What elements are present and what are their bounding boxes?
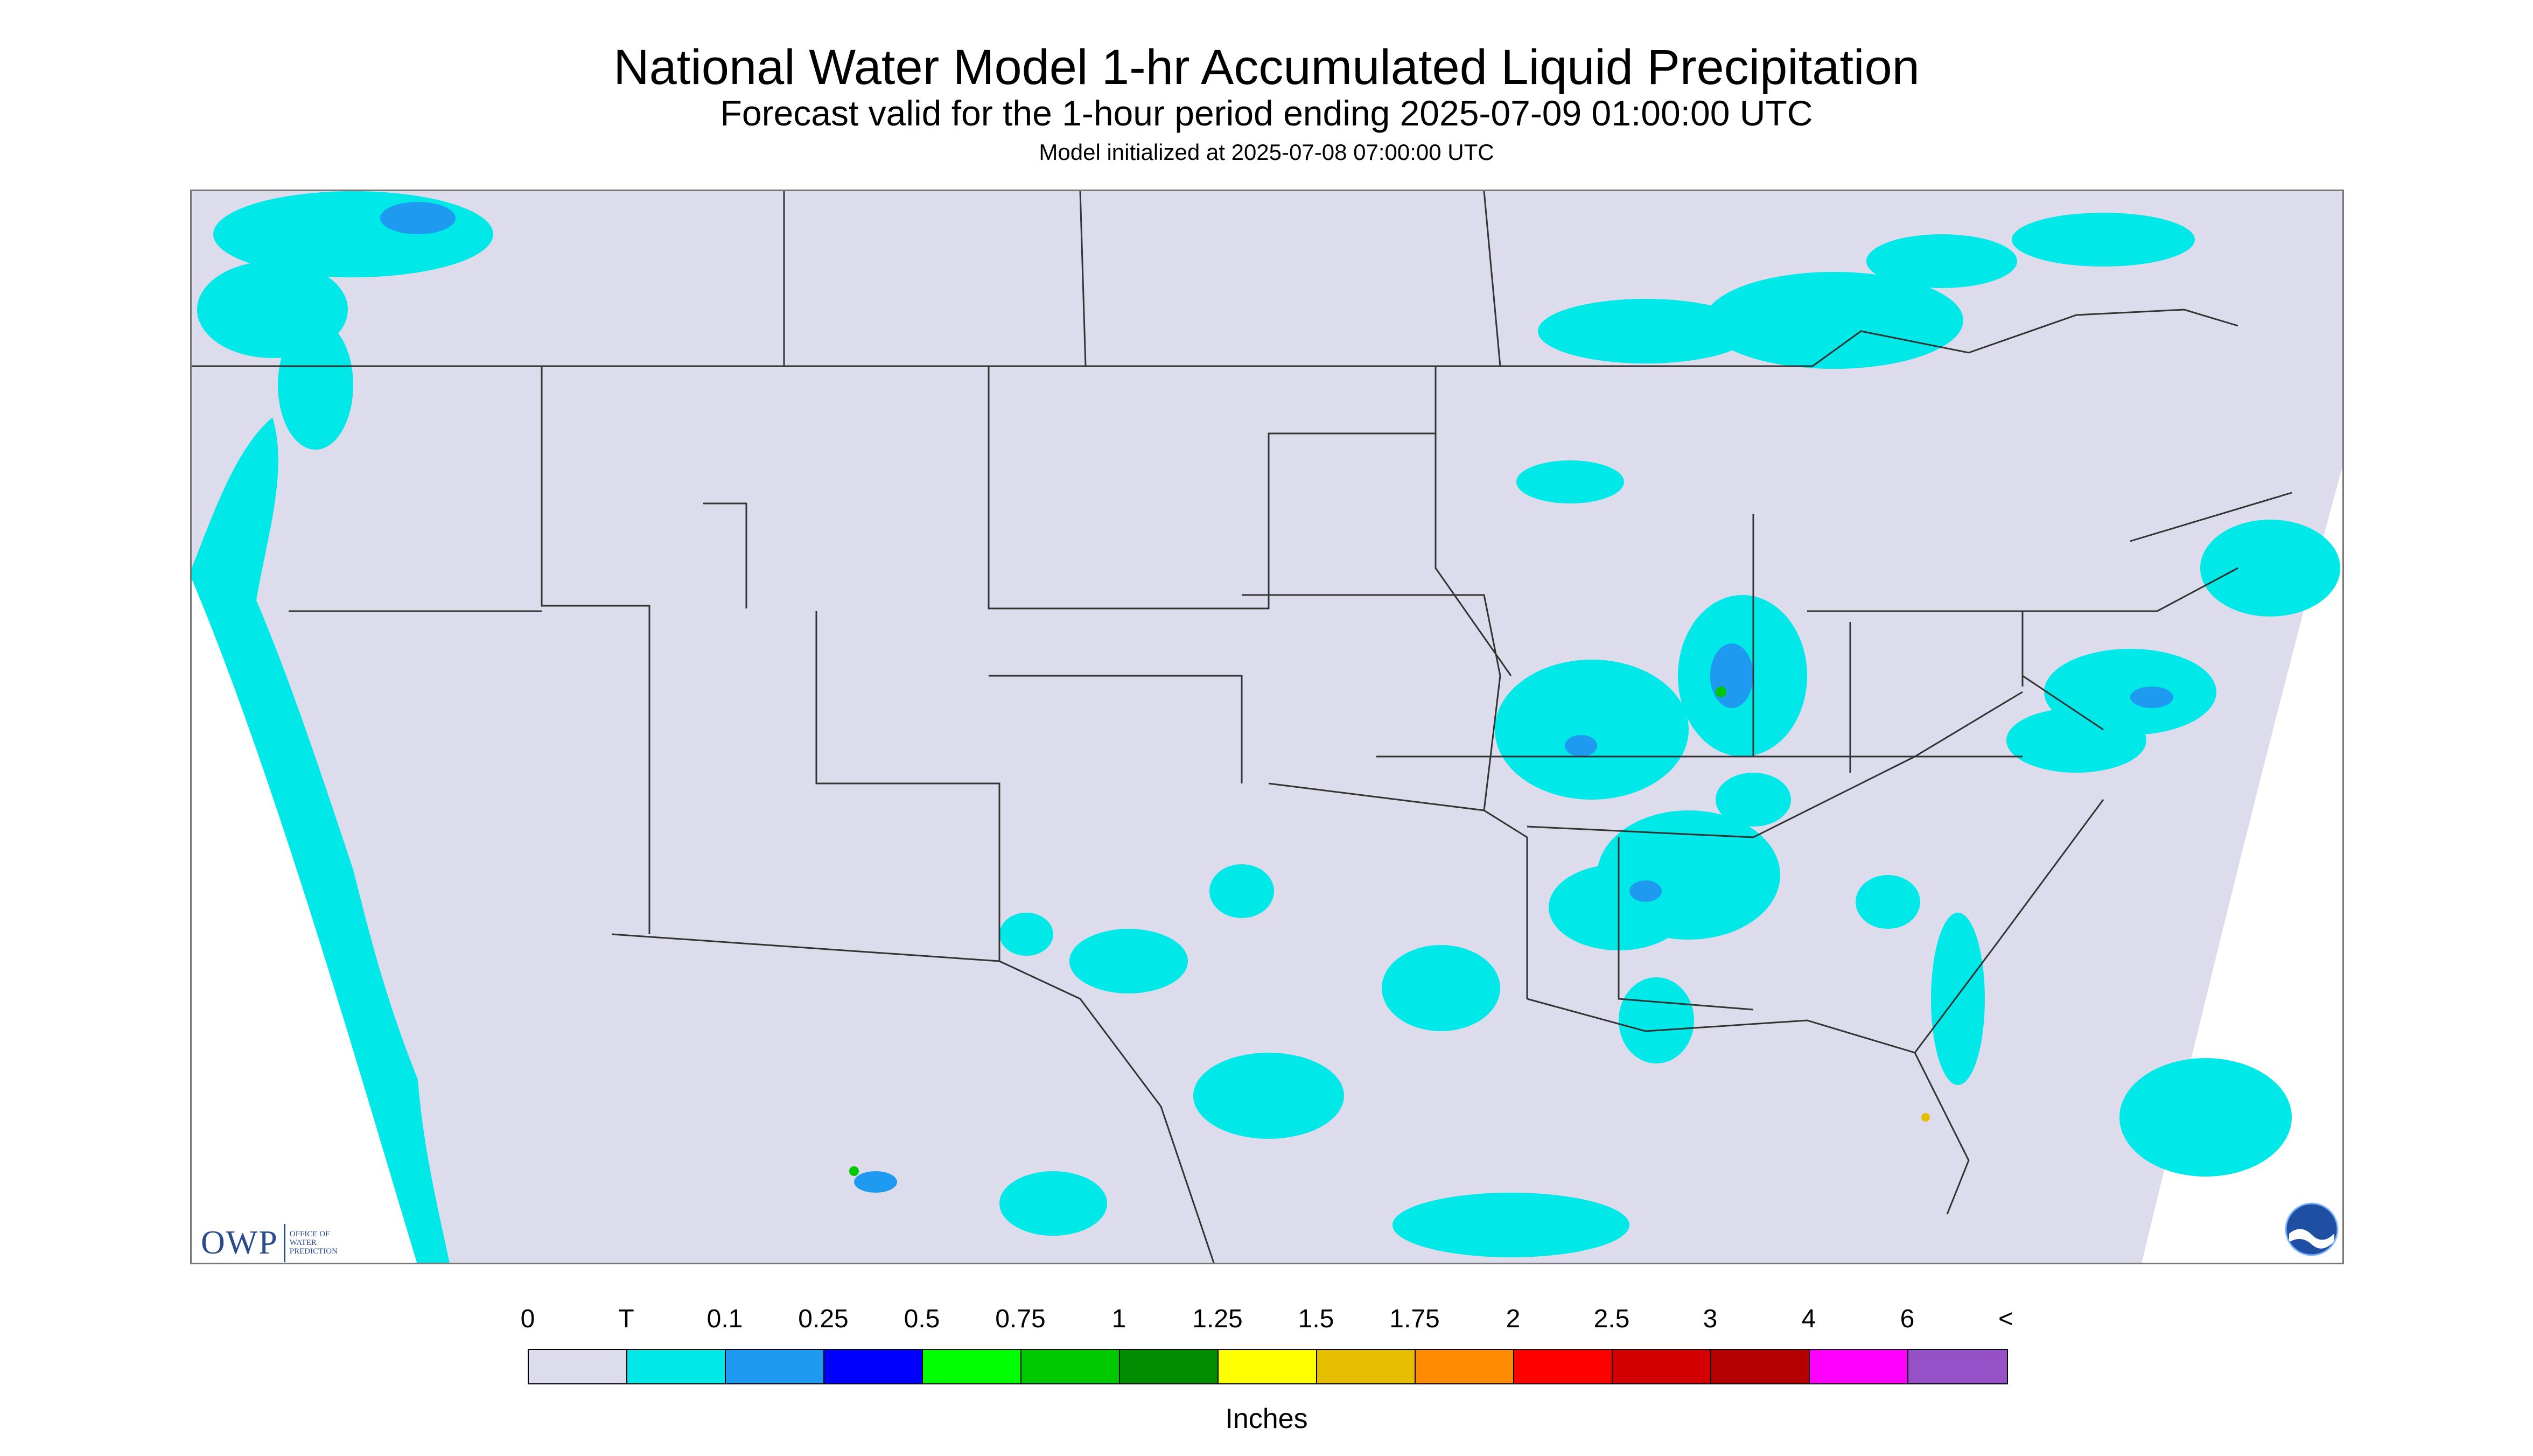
owp-letters: OWP <box>201 1223 285 1262</box>
legend-swatch <box>627 1350 726 1383</box>
legend-swatch <box>1810 1350 1908 1383</box>
legend-label: 0 <box>520 1305 535 1333</box>
legend-label: 2.5 <box>1593 1305 1630 1333</box>
legend-label: 1.75 <box>1389 1305 1440 1333</box>
legend-swatch <box>1514 1350 1613 1383</box>
legend-label: 1.5 <box>1298 1305 1334 1333</box>
precip-trace-areas <box>192 191 2340 1263</box>
legend-swatch <box>1908 1350 2007 1383</box>
legend-label: 0.5 <box>904 1305 940 1333</box>
legend-swatch <box>726 1350 824 1383</box>
legend-label: 0.25 <box>798 1305 849 1333</box>
legend-swatch <box>1613 1350 1711 1383</box>
legend-label: 6 <box>1900 1305 1915 1333</box>
legend-swatch <box>1021 1350 1120 1383</box>
model-domain <box>192 191 2342 1263</box>
legend-label: 4 <box>1801 1305 1816 1333</box>
legend-label: 2 <box>1506 1305 1521 1333</box>
noaa-logo-icon <box>2285 1202 2339 1256</box>
owp-subtitle: Office of Water Prediction <box>289 1230 338 1256</box>
legend-label: 0.75 <box>995 1305 1046 1333</box>
legend-label: < <box>1998 1305 2014 1333</box>
legend-label: 1.25 <box>1192 1305 1243 1333</box>
precip-heavy-spots <box>849 687 1930 1176</box>
legend-label: T <box>618 1305 634 1333</box>
map-svg <box>192 191 2342 1263</box>
legend-swatch <box>1416 1350 1514 1383</box>
boundaries <box>192 191 2292 1263</box>
legend-units: Inches <box>1225 1403 1308 1434</box>
model-init-time: Model initialized at 2025-07-08 07:00:00… <box>1039 139 1494 165</box>
owp-logo: OWP Office of Water Prediction <box>201 1223 338 1262</box>
legend-swatch <box>824 1350 923 1383</box>
legend-swatch <box>1219 1350 1317 1383</box>
precipitation-map[interactable]: OWP Office of Water Prediction <box>190 190 2344 1264</box>
precipitation-legend <box>528 1349 2008 1384</box>
legend-swatch <box>1120 1350 1219 1383</box>
legend-label: 0.1 <box>706 1305 743 1333</box>
map-title: National Water Model 1-hr Accumulated Li… <box>613 40 1920 95</box>
legend-swatch <box>1711 1350 1810 1383</box>
legend-swatch <box>923 1350 1021 1383</box>
legend-swatch <box>529 1350 627 1383</box>
legend-swatch <box>1317 1350 1416 1383</box>
legend-label: 1 <box>1111 1305 1126 1333</box>
map-subtitle: Forecast valid for the 1-hour period end… <box>720 93 1813 133</box>
legend-labels: 0 T 0.1 0.25 0.5 0.75 1 1.25 1.5 1.75 2 2.5 3 4 6 < <box>0 1303 2533 1341</box>
legend-label: 3 <box>1703 1305 1718 1333</box>
